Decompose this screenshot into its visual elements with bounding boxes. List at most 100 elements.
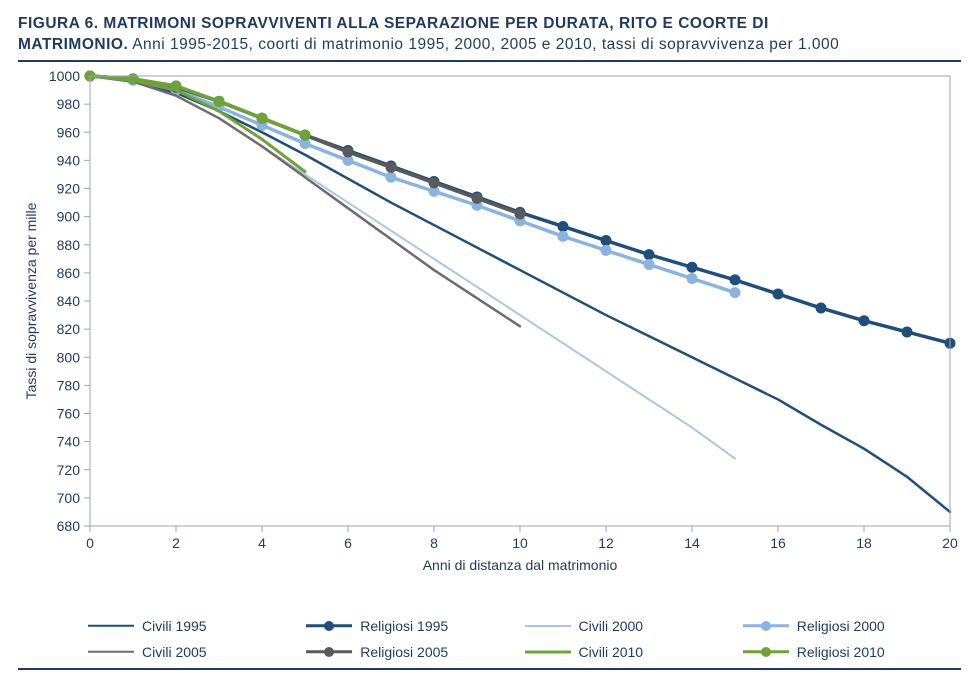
legend-label: Religiosi 1995 bbox=[360, 618, 448, 634]
legend-label: Civili 2000 bbox=[579, 618, 644, 634]
x-axis-label: Anni di distanza dal matrimonio bbox=[423, 557, 618, 573]
title-line-2-sub: Anni 1995-2015, coorti di matrimonio 199… bbox=[128, 36, 839, 53]
top-rule bbox=[18, 60, 961, 62]
series-marker bbox=[644, 249, 654, 259]
series-line bbox=[90, 76, 520, 326]
series-marker bbox=[171, 81, 181, 91]
legend-swatch bbox=[743, 645, 789, 659]
legend-label: Religiosi 2005 bbox=[360, 644, 448, 660]
series-marker bbox=[687, 262, 697, 272]
series-marker bbox=[730, 275, 740, 285]
series-marker bbox=[902, 327, 912, 337]
x-tick-label: 8 bbox=[430, 535, 438, 551]
series-line bbox=[90, 76, 735, 293]
legend-line-icon bbox=[88, 651, 134, 654]
figure-title-block: FIGURA 6. MATRIMONI SOPRAVVIVENTI ALLA S… bbox=[18, 14, 961, 56]
legend-swatch bbox=[525, 645, 571, 659]
x-tick-label: 6 bbox=[344, 535, 352, 551]
y-tick-label: 820 bbox=[57, 321, 81, 337]
x-tick-label: 4 bbox=[258, 535, 266, 551]
series-marker bbox=[429, 178, 439, 188]
y-tick-label: 700 bbox=[57, 490, 81, 506]
series-marker bbox=[558, 221, 568, 231]
legend-line-icon bbox=[88, 625, 134, 628]
legend-label: Religiosi 2010 bbox=[797, 644, 885, 660]
series-marker bbox=[601, 235, 611, 245]
x-tick-label: 10 bbox=[512, 535, 528, 551]
y-tick-label: 940 bbox=[57, 152, 81, 168]
x-tick-label: 20 bbox=[942, 535, 958, 551]
y-tick-label: 800 bbox=[57, 349, 81, 365]
series-line bbox=[90, 76, 735, 459]
series-marker bbox=[601, 245, 611, 255]
legend-marker-icon bbox=[324, 647, 334, 657]
legend-item: Religiosi 2010 bbox=[743, 644, 951, 660]
legend-marker-icon bbox=[761, 621, 771, 631]
title-line-1: FIGURA 6. MATRIMONI SOPRAVVIVENTI ALLA S… bbox=[18, 15, 769, 32]
legend-line-icon bbox=[525, 625, 571, 627]
series-marker bbox=[644, 259, 654, 269]
y-axis-label: Tassi di sopravvivenza per mille bbox=[23, 202, 39, 399]
legend-marker-icon bbox=[324, 621, 334, 631]
y-tick-label: 980 bbox=[57, 96, 81, 112]
legend-item: Religiosi 1995 bbox=[306, 618, 514, 634]
x-tick-label: 2 bbox=[172, 535, 180, 551]
y-tick-label: 1000 bbox=[49, 70, 80, 84]
y-tick-label: 900 bbox=[57, 208, 81, 224]
bottom-rule bbox=[18, 668, 961, 670]
series-marker bbox=[386, 162, 396, 172]
x-tick-label: 16 bbox=[770, 535, 786, 551]
series-marker bbox=[816, 303, 826, 313]
legend-item: Religiosi 2005 bbox=[306, 644, 514, 660]
series-marker bbox=[128, 74, 138, 84]
legend-swatch bbox=[743, 619, 789, 633]
y-tick-label: 920 bbox=[57, 180, 81, 196]
figure-container: FIGURA 6. MATRIMONI SOPRAVVIVENTI ALLA S… bbox=[0, 0, 979, 696]
legend-label: Civili 2010 bbox=[579, 644, 644, 660]
series-marker bbox=[386, 172, 396, 182]
legend-swatch bbox=[525, 619, 571, 633]
series-marker bbox=[343, 147, 353, 157]
y-tick-label: 720 bbox=[57, 462, 81, 478]
legend-label: Civili 2005 bbox=[142, 644, 207, 660]
series-marker bbox=[515, 209, 525, 219]
legend-item: Civili 2005 bbox=[88, 644, 296, 660]
y-tick-label: 860 bbox=[57, 265, 81, 281]
legend-swatch bbox=[88, 619, 134, 633]
x-tick-label: 0 bbox=[86, 535, 94, 551]
legend-swatch bbox=[88, 645, 134, 659]
y-tick-label: 840 bbox=[57, 293, 81, 309]
legend-swatch bbox=[306, 619, 352, 633]
legend: Civili 1995 Religiosi 1995 Civili 2000 Reli… bbox=[18, 610, 961, 660]
series-marker bbox=[257, 113, 267, 123]
legend-item: Civili 2010 bbox=[525, 644, 733, 660]
legend-item: Religiosi 2000 bbox=[743, 618, 951, 634]
y-tick-label: 740 bbox=[57, 433, 81, 449]
x-tick-label: 18 bbox=[856, 535, 872, 551]
y-tick-label: 680 bbox=[57, 518, 81, 534]
legend-marker-icon bbox=[761, 647, 771, 657]
series-marker bbox=[730, 287, 740, 297]
series-marker bbox=[472, 193, 482, 203]
y-tick-label: 960 bbox=[57, 124, 81, 140]
x-tick-label: 14 bbox=[684, 535, 700, 551]
legend-item: Civili 1995 bbox=[88, 618, 296, 634]
y-tick-label: 780 bbox=[57, 377, 81, 393]
series-marker bbox=[859, 316, 869, 326]
series-marker bbox=[687, 273, 697, 283]
y-tick-label: 760 bbox=[57, 405, 81, 421]
legend-item: Civili 2000 bbox=[525, 618, 733, 634]
legend-label: Religiosi 2000 bbox=[797, 618, 885, 634]
series-line bbox=[90, 76, 950, 512]
series-marker bbox=[773, 289, 783, 299]
series-marker bbox=[214, 96, 224, 106]
x-tick-label: 12 bbox=[598, 535, 614, 551]
legend-line-icon bbox=[525, 650, 571, 653]
series-marker bbox=[558, 231, 568, 241]
y-tick-label: 880 bbox=[57, 237, 81, 253]
legend-swatch bbox=[306, 645, 352, 659]
line-chart-svg: 6807007207407607808008208408608809009209… bbox=[18, 70, 961, 610]
series-marker bbox=[300, 130, 310, 140]
title-line-2-intro: MATRIMONIO. bbox=[18, 36, 128, 53]
chart-area: 6807007207407607808008208408608809009209… bbox=[18, 70, 961, 610]
